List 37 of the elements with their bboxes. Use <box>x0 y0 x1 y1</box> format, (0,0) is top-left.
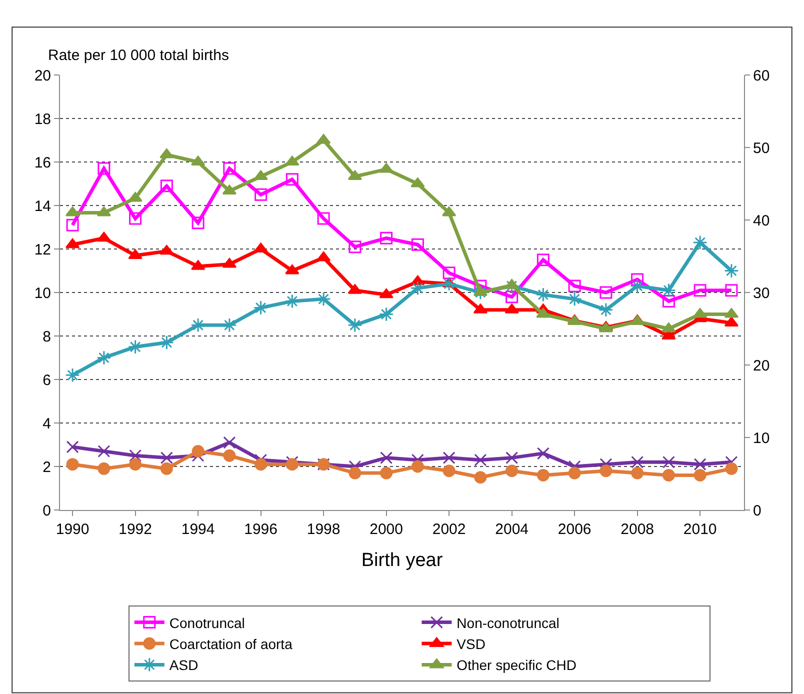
y2-tick-label: 40 <box>753 212 770 230</box>
x-tick-label: 2002 <box>432 521 466 538</box>
y2-tick-label: 50 <box>753 140 770 157</box>
x-tick-label: 1998 <box>306 521 340 538</box>
legend-label: Coarctation of aorta <box>169 636 293 652</box>
y-tick-label: 12 <box>34 241 51 258</box>
y-axis-title: Rate per 10 000 total births <box>48 47 229 64</box>
y-tick-label: 16 <box>34 154 51 172</box>
y2-tick-label: 20 <box>753 357 770 374</box>
x-tick-label: 1994 <box>181 521 215 538</box>
legend-label: VSD <box>456 636 486 652</box>
y2-tick-label: 10 <box>753 430 770 447</box>
legend-label: ASD <box>169 657 198 674</box>
x-axis-title: Birth year <box>361 550 444 571</box>
y-tick-label: 20 <box>34 67 51 84</box>
y-tick-label: 8 <box>42 328 51 346</box>
x-tick-label: 1990 <box>56 521 90 538</box>
y2-tick-label: 30 <box>753 284 770 302</box>
y-tick-label: 0 <box>42 502 51 520</box>
x-tick-label: 2010 <box>683 521 717 538</box>
legend-label: Conotruncal <box>169 614 245 631</box>
x-tick-label: 2004 <box>495 521 529 538</box>
x-tick-label: 2008 <box>620 521 654 538</box>
y-tick-label: 14 <box>34 198 51 215</box>
x-tick-label: 1996 <box>244 521 278 538</box>
y-tick-label: 2 <box>42 458 51 476</box>
x-tick-label: 2000 <box>370 521 403 538</box>
x-tick-label: 2006 <box>558 521 592 538</box>
x-tick-label: 1992 <box>118 521 152 538</box>
y2-tick-label: 0 <box>753 502 762 520</box>
y-tick-label: 10 <box>34 284 51 302</box>
y2-tick-label: 60 <box>753 67 770 84</box>
y-tick-label: 18 <box>34 110 51 128</box>
y-tick-label: 6 <box>42 372 51 389</box>
y-tick-label: 4 <box>42 415 51 432</box>
legend-label: Non-conotruncal <box>456 614 560 631</box>
legend-label: Other specific CHD <box>456 657 576 674</box>
